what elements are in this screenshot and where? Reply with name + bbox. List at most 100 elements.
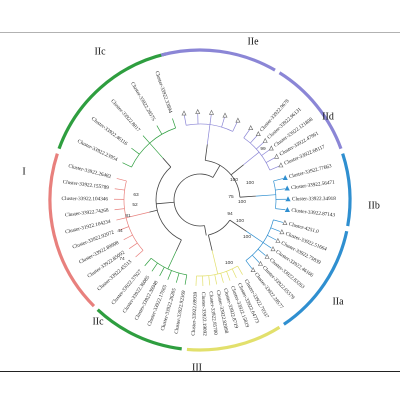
bootstrap-value: 74: [119, 256, 125, 262]
backbone-branch: [204, 144, 208, 161]
leaf-label: Cluster-33922.87143: [291, 208, 336, 219]
leaf-branch: [265, 157, 276, 163]
leaf-branch: [221, 117, 225, 128]
leaf-branch: [167, 270, 172, 280]
leaf-label: Cluster-33922.155789: [62, 179, 109, 191]
open-triangle-marker: [235, 117, 241, 123]
open-triangle-marker: [209, 109, 214, 115]
leaf-branch: [231, 268, 237, 279]
bootstrap-value: 63: [133, 192, 139, 198]
leaf-branch: [183, 115, 187, 126]
group-label-iic-bottom: IIc: [92, 316, 104, 327]
backbone-arc: [155, 166, 182, 241]
leaf-label: Cluster-33922.74268: [65, 208, 110, 219]
bootstrap-value: 75: [228, 194, 234, 200]
group-label-iid: IId: [322, 111, 334, 122]
bootstrap-value: 81: [125, 213, 131, 219]
backbone-branch: [239, 195, 256, 198]
root-branch: [204, 225, 207, 236]
clade-stem: [126, 211, 150, 219]
leaf-branch: [131, 147, 140, 155]
leaf-branch: [220, 273, 224, 283]
leaf-branch: [156, 125, 163, 135]
open-triangle-marker: [282, 219, 288, 225]
leaf-branch: [275, 208, 286, 211]
open-triangle-marker: [274, 153, 280, 159]
leaf-branch: [119, 226, 129, 231]
leaf-branch: [273, 178, 284, 182]
clade-stem: [167, 250, 177, 270]
tree-branches: [113, 114, 287, 286]
leaf-label: Cluster-33922.26482: [68, 163, 112, 180]
backbone-branch: [230, 164, 244, 176]
clade-stem: [211, 250, 219, 274]
leaf-branch: [128, 242, 138, 249]
leaf-branch: [135, 250, 144, 258]
leaf-markers: [181, 108, 291, 273]
clade-stem: [243, 151, 260, 166]
group-label-iia: IIa: [332, 296, 344, 307]
bootstrap-value: 99: [260, 146, 266, 152]
group-arc-i: [48, 153, 96, 308]
leaf-branch: [232, 122, 238, 132]
leaf-branch: [114, 208, 125, 211]
leaf-label: Cluster-33922.8017: [109, 98, 141, 133]
filled-triangle-marker: [285, 196, 291, 202]
leaf-branch: [151, 262, 158, 272]
leaf-branch: [209, 114, 212, 125]
filled-triangle-marker: [282, 175, 288, 180]
leaf-branch: [116, 178, 127, 182]
leaf-label: Cluster-33922.34918: [292, 196, 336, 202]
leaf-branch: [208, 275, 211, 286]
backbone-branch: [208, 234, 213, 251]
leaf-branch: [275, 188, 286, 191]
group-label-iic-top: IIc: [94, 46, 106, 57]
leaf-branch: [114, 188, 125, 191]
clade-arc: [273, 180, 277, 209]
group-arc-iii: [186, 325, 281, 352]
open-triangle-marker: [278, 162, 284, 168]
bootstrap-values: 100 75 94 81 44 74 52 63 99 100 100 100 100 100: [117, 146, 266, 266]
filled-triangle-marker: [284, 207, 290, 212]
leaf-branch: [175, 272, 180, 283]
leaf-branch: [273, 219, 284, 223]
bootstrap-value: 100: [238, 199, 246, 205]
top-rule: [0, 32, 400, 33]
leaf-label: Cluster-33922.56471: [291, 179, 336, 191]
backbone-branch: [229, 219, 247, 232]
open-triangle-marker: [258, 260, 263, 266]
group-arc-iib: [341, 153, 352, 227]
leaf-label: Cluster-33922.19092: [200, 292, 207, 336]
backbone-branch: [175, 239, 182, 251]
group-labels: IIc I IIc III IIa IIb IId IIe: [22, 36, 380, 373]
bootstrap-value: 100: [246, 180, 254, 186]
leaf-label: Cluster-33922.69939: [191, 291, 199, 335]
leaf-branch: [144, 257, 152, 267]
open-triangle-marker: [262, 137, 268, 143]
open-triangle-marker: [268, 145, 274, 151]
leaf-branch: [237, 265, 243, 275]
leaf-branch: [270, 227, 281, 232]
leaf-branch: [122, 162, 132, 168]
leaf-label: Cluster-33922.104346: [62, 196, 109, 202]
clade-arc: [150, 257, 187, 276]
leaf-branch: [251, 254, 260, 263]
bootstrap-value: 94: [227, 211, 233, 217]
leaf-branch: [142, 135, 150, 144]
leaf-branch: [214, 274, 218, 285]
leaf-branch: [250, 135, 258, 144]
leaf-branch: [262, 242, 272, 249]
open-triangle-marker: [248, 125, 254, 130]
root-branch: [156, 201, 175, 205]
bottom-rule: [0, 371, 400, 372]
leaf-label: Cluster-33922.23954: [76, 139, 118, 164]
backbone-arc: [208, 219, 231, 236]
group-arc-iia: [282, 230, 349, 326]
clade-stem: [206, 124, 211, 145]
open-triangle-marker: [279, 229, 285, 235]
clade-stem: [149, 142, 164, 159]
backbone-arc: [205, 159, 241, 198]
leaf-branch: [257, 248, 266, 256]
